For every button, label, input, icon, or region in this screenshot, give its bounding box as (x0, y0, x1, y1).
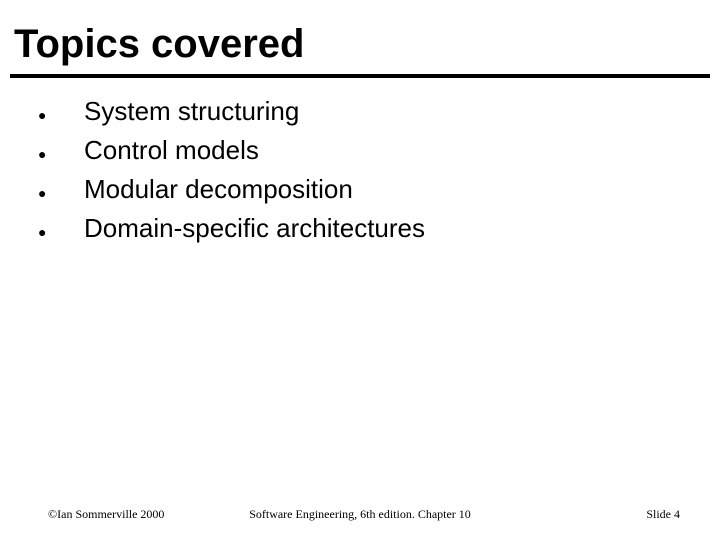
list-item: ● Domain-specific architectures (38, 213, 425, 248)
bullet-list: ● System structuring ● Control models ● … (38, 96, 425, 252)
list-item: ● System structuring (38, 96, 425, 131)
slide: Topics covered ● System structuring ● Co… (0, 0, 720, 540)
footer-slide-number: Slide 4 (646, 507, 680, 522)
title-underline (10, 74, 710, 78)
list-item: ● Control models (38, 135, 425, 170)
bullet-icon: ● (38, 216, 84, 248)
list-item: ● Modular decomposition (38, 174, 425, 209)
list-item-text: Modular decomposition (84, 174, 353, 205)
footer-book-title: Software Engineering, 6th edition. Chapt… (0, 507, 720, 522)
bullet-icon: ● (38, 138, 84, 170)
bullet-icon: ● (38, 177, 84, 209)
bullet-icon: ● (38, 99, 84, 131)
list-item-text: System structuring (84, 96, 299, 127)
list-item-text: Domain-specific architectures (84, 213, 425, 244)
list-item-text: Control models (84, 135, 259, 166)
slide-title: Topics covered (14, 22, 304, 67)
